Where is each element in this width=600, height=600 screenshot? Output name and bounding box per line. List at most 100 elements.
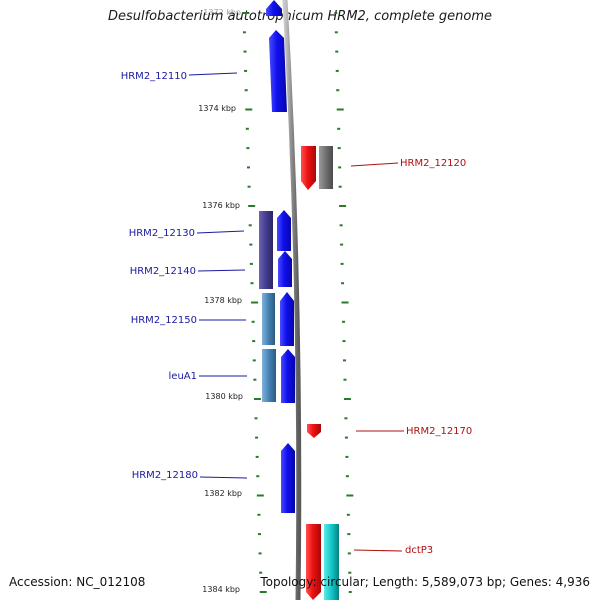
gene-label[interactable]: HRM2_12120 <box>400 158 466 169</box>
gene-label[interactable]: dctP3 <box>405 545 433 556</box>
tick-mark <box>248 224 252 227</box>
tick-mark <box>339 224 343 227</box>
minor-ticks-outer <box>334 12 354 593</box>
tick-mark <box>246 147 250 150</box>
leader-line <box>196 230 245 234</box>
cog-block <box>262 349 276 402</box>
tick-mark <box>343 378 347 381</box>
tick-mark <box>255 455 259 458</box>
tick-mark <box>259 571 263 574</box>
tick-mark <box>341 282 345 285</box>
tick-mark <box>347 552 351 555</box>
cog-block <box>319 146 333 189</box>
tick-mark <box>242 31 246 34</box>
leader-line <box>199 476 248 479</box>
gene-arrow[interactable] <box>277 210 291 251</box>
tick-mark <box>341 301 349 304</box>
tick-mark <box>335 69 339 72</box>
tick-mark <box>249 243 253 246</box>
cog-block <box>324 524 339 600</box>
tick-mark <box>337 147 341 150</box>
leader-line <box>350 162 399 167</box>
tick-labels: 1372 kbp 1374 kbp 1376 kbp 1378 kbp 1380… <box>198 8 243 594</box>
tick-mark <box>245 108 253 111</box>
tick-mark <box>245 127 249 130</box>
gene-label[interactable]: HRM2_12170 <box>406 426 472 437</box>
cog-block <box>259 211 273 289</box>
gene-label[interactable]: HRM2_12130 <box>129 228 195 239</box>
tick-label: 1382 kbp <box>204 489 242 498</box>
gene-arrow[interactable] <box>269 30 287 112</box>
tick-mark <box>335 50 339 53</box>
gene-label[interactable]: HRM2_12180 <box>132 470 198 481</box>
tick-mark <box>252 340 256 343</box>
tick-mark <box>347 533 351 536</box>
leader-line <box>197 269 246 272</box>
gene-arrow[interactable] <box>281 349 295 403</box>
cog-block <box>262 293 275 345</box>
genome-backbone <box>282 0 302 600</box>
tick-mark <box>336 89 340 92</box>
tick-mark <box>345 475 349 478</box>
tick-mark <box>243 50 247 53</box>
leader-line <box>353 549 403 552</box>
accession-text: Accession: NC_012108 <box>9 575 146 589</box>
tick-mark <box>334 12 338 14</box>
tick-mark <box>250 282 254 285</box>
tick-mark <box>340 243 344 246</box>
tick-mark <box>346 513 350 516</box>
tick-mark <box>253 398 261 400</box>
tick-mark <box>348 591 352 593</box>
tick-mark <box>253 378 257 381</box>
tick-mark <box>259 591 267 593</box>
tick-mark <box>338 166 342 169</box>
tick-label: 1380 kbp <box>205 392 243 401</box>
tick-mark <box>346 494 354 497</box>
leader-line <box>188 72 238 76</box>
gene-arrow[interactable] <box>281 443 295 513</box>
tick-mark <box>342 359 346 362</box>
gene-label[interactable]: HRM2_12140 <box>130 266 196 277</box>
gene-arrow[interactable] <box>307 424 321 438</box>
tick-mark <box>251 320 255 323</box>
tick-mark <box>249 262 253 265</box>
tick-mark <box>244 69 248 72</box>
tick-mark <box>244 89 248 92</box>
tick-mark <box>255 436 259 439</box>
gene-label[interactable]: HRM2_12150 <box>131 315 197 326</box>
tick-mark <box>252 359 256 362</box>
gene-arrow[interactable] <box>306 524 321 600</box>
tick-mark <box>340 262 344 265</box>
tick-label: 1384 kbp <box>202 585 240 594</box>
tick-mark <box>342 320 346 323</box>
gene-label[interactable]: leuA1 <box>169 371 197 382</box>
tick-mark <box>257 533 261 536</box>
gene-arrow[interactable] <box>301 146 316 190</box>
map-title: Desulfobacterium autotrophicum HRM2, com… <box>107 9 493 24</box>
tick-mark <box>256 494 264 497</box>
tick-mark <box>334 31 338 34</box>
tick-mark <box>246 166 250 169</box>
tick-label: 1376 kbp <box>202 201 240 210</box>
tick-mark <box>337 127 341 130</box>
tick-mark <box>343 398 351 400</box>
gene-arrow[interactable] <box>280 292 294 346</box>
tick-label: 1378 kbp <box>204 296 242 305</box>
tick-mark <box>242 12 250 14</box>
tick-mark <box>257 513 261 516</box>
minor-ticks-inner <box>242 12 267 593</box>
genome-stats-text: Topology: circular; Length: 5,589,073 bp… <box>260 575 590 589</box>
tick-mark <box>344 417 348 420</box>
gene-arrow[interactable] <box>266 0 282 16</box>
tick-mark <box>247 185 251 188</box>
tick-mark <box>248 205 256 207</box>
tick-mark <box>344 436 348 439</box>
tick-mark <box>345 455 349 458</box>
gene-label[interactable]: HRM2_12110 <box>121 71 187 82</box>
tick-label: 1374 kbp <box>198 104 236 113</box>
tick-mark <box>254 417 258 420</box>
gene-arrow[interactable] <box>278 251 292 287</box>
tick-mark <box>348 571 352 574</box>
tick-mark <box>256 475 260 478</box>
